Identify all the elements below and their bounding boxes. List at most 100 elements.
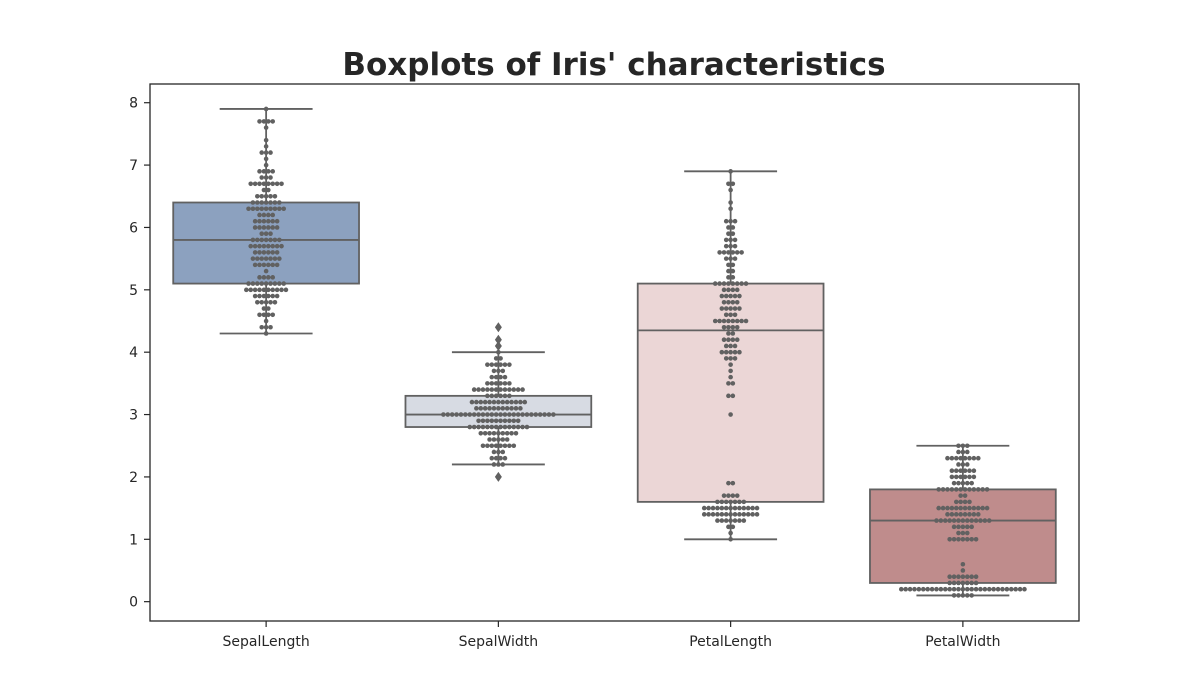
swarm-point <box>496 399 501 405</box>
swarm-point <box>973 518 979 523</box>
swarm-point <box>715 512 720 517</box>
swarm-point <box>471 412 477 417</box>
swarm-point <box>263 137 269 143</box>
swarm-point <box>445 412 451 417</box>
swarm-point <box>986 518 992 523</box>
swarm-point <box>958 493 963 498</box>
swarm-point <box>261 287 267 293</box>
swarm-point <box>726 381 731 386</box>
swarm-point <box>960 462 966 467</box>
swarm-point <box>485 418 490 424</box>
swarm-point <box>956 593 961 598</box>
swarm-point <box>476 387 481 392</box>
swarm-point <box>956 449 961 455</box>
swarm-point <box>960 580 966 586</box>
swarm-point <box>710 505 716 511</box>
swarm-point <box>504 430 510 436</box>
swarm-point <box>511 387 517 392</box>
swarm-point <box>485 387 490 392</box>
swarm-point <box>485 412 490 417</box>
swarm-point <box>730 324 736 330</box>
swarm-point <box>500 430 506 436</box>
box-iqr <box>869 488 1057 584</box>
swarm-point <box>509 399 514 405</box>
swarm-point <box>268 193 273 199</box>
swarm-point <box>487 406 492 411</box>
swarm-point <box>252 181 258 187</box>
swarm-point <box>261 169 267 174</box>
swarm-point <box>261 275 267 280</box>
swarm-point <box>728 256 733 261</box>
swarm-point <box>493 393 499 399</box>
swarm-point <box>951 536 957 542</box>
swarm-point <box>737 505 742 511</box>
swarm-point <box>259 299 265 305</box>
swarm-point <box>507 443 512 449</box>
swarm-point <box>500 399 506 405</box>
swarm-point <box>546 412 552 417</box>
swarm-point <box>726 524 731 530</box>
swarm-point <box>719 293 725 299</box>
swarm-point <box>967 505 972 511</box>
swarm-point <box>263 175 269 180</box>
swarm-point <box>951 480 957 486</box>
swarm-point <box>723 343 729 349</box>
swarm-point <box>754 505 760 511</box>
swarm-point <box>524 424 530 430</box>
swarm-point <box>969 518 974 523</box>
swarm-point <box>730 381 736 386</box>
swarm-point <box>971 512 977 517</box>
swarm-point <box>480 418 486 424</box>
swarm-point <box>701 512 707 517</box>
swarm-point <box>929 586 935 592</box>
swarm-point <box>730 268 736 274</box>
swarm-point <box>263 144 269 149</box>
swarm-point <box>726 331 731 336</box>
swarm-point <box>491 430 497 436</box>
swarm-point <box>960 518 966 523</box>
swarm-point <box>266 225 271 230</box>
swarm-point <box>496 462 501 467</box>
swarm-point <box>737 349 742 355</box>
swarm-point <box>739 318 744 324</box>
swarm-point <box>949 487 955 492</box>
swarm-point <box>958 468 963 473</box>
swarm-point <box>511 424 517 430</box>
swarm-point <box>973 586 979 592</box>
swarm-point <box>715 499 720 505</box>
swarm-point <box>726 299 731 305</box>
swarm-point <box>723 356 729 361</box>
swarm-point <box>261 312 267 318</box>
swarm-point <box>728 499 733 505</box>
swarm-point <box>962 512 968 517</box>
swarm-point <box>715 505 720 511</box>
swarm-point <box>991 586 996 592</box>
swarm-point <box>728 362 733 367</box>
swarm-point <box>969 524 974 530</box>
swarm-point <box>259 206 265 212</box>
swarm-point <box>489 418 495 424</box>
swarm-point <box>964 536 970 542</box>
swarm-point <box>268 175 273 180</box>
swarm-point <box>257 225 262 230</box>
swarm-point <box>498 381 503 386</box>
swarm-point <box>975 487 981 492</box>
swarm-point <box>940 505 946 511</box>
swarm-point <box>969 574 974 580</box>
swarm-point <box>723 349 729 355</box>
swarm-point <box>723 518 729 523</box>
swarm-point <box>551 412 556 417</box>
swarm-point <box>726 225 731 230</box>
swarm-point <box>726 480 731 486</box>
swarm-point <box>723 499 729 505</box>
swarm-point <box>726 493 731 498</box>
swarm-point <box>259 256 265 261</box>
swarm-point <box>907 586 913 592</box>
swarm-point <box>482 399 488 405</box>
swarm-point <box>270 181 276 187</box>
swarm-point <box>960 449 966 455</box>
swarm-point <box>960 574 966 580</box>
swarm-point <box>496 449 501 455</box>
swarm-point <box>259 231 265 236</box>
swarm-point <box>498 374 503 380</box>
